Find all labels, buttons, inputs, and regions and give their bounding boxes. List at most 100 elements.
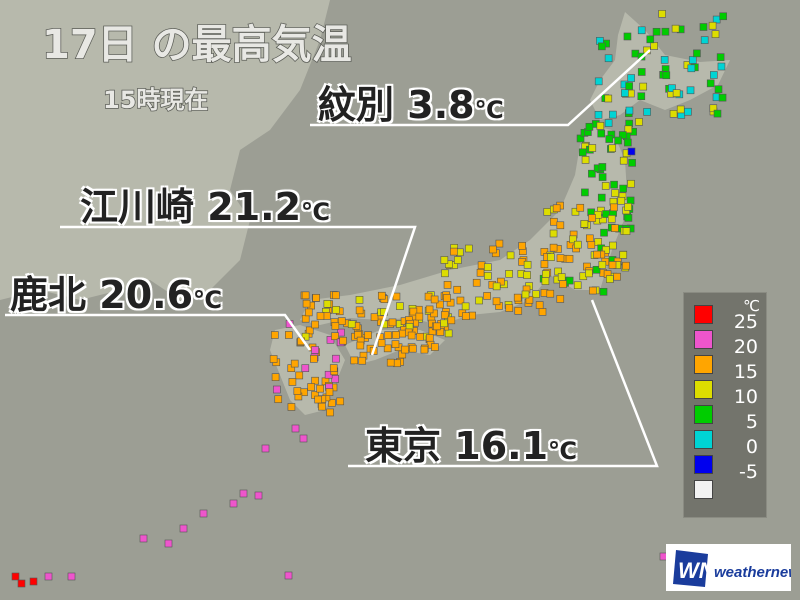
station-marker — [687, 64, 696, 73]
callout-place: 東京 — [365, 424, 442, 468]
station-marker — [284, 571, 293, 580]
station-marker — [604, 94, 613, 103]
station-marker — [322, 312, 331, 320]
station-marker — [445, 260, 453, 269]
station-marker — [295, 371, 304, 380]
callout-monbetsu: 紋別 3.8℃ — [318, 74, 504, 129]
legend-label: 10 — [733, 386, 758, 408]
station-marker — [623, 32, 632, 41]
station-marker — [714, 85, 723, 94]
station-marker — [441, 311, 449, 319]
station-marker — [594, 238, 602, 246]
station-marker — [436, 300, 444, 309]
station-marker — [484, 272, 492, 280]
station-marker — [476, 268, 485, 277]
station-marker — [671, 24, 680, 33]
station-marker — [610, 180, 618, 189]
station-marker — [401, 345, 409, 354]
station-marker — [538, 308, 547, 316]
station-marker — [383, 344, 392, 353]
station-marker — [355, 306, 364, 315]
station-marker — [454, 256, 462, 264]
station-marker — [416, 332, 424, 341]
station-marker — [447, 316, 456, 325]
station-marker — [601, 182, 610, 190]
station-marker — [598, 173, 607, 181]
station-marker — [495, 239, 504, 248]
station-marker — [337, 317, 346, 325]
legend-item: 25 — [694, 305, 764, 332]
station-marker — [261, 444, 270, 453]
station-marker — [565, 255, 574, 263]
station-marker — [521, 290, 530, 299]
station-marker — [425, 305, 434, 314]
station-marker — [430, 295, 439, 304]
station-marker — [350, 356, 359, 365]
station-marker — [547, 253, 555, 261]
station-marker — [307, 383, 315, 391]
station-marker — [254, 491, 263, 500]
station-marker — [646, 35, 655, 44]
station-marker — [433, 322, 441, 331]
station-marker — [290, 359, 299, 368]
station-marker — [617, 196, 626, 205]
legend-swatch — [694, 480, 713, 499]
station-marker — [576, 134, 585, 143]
callout-unit: ℃ — [193, 286, 223, 314]
station-marker — [607, 215, 616, 223]
station-marker — [229, 499, 238, 508]
legend-label: 20 — [733, 336, 758, 358]
honshu — [300, 125, 628, 325]
station-marker — [304, 308, 313, 317]
station-marker — [574, 240, 582, 249]
station-marker — [611, 224, 619, 232]
station-marker — [602, 210, 610, 218]
station-marker — [597, 193, 606, 202]
station-marker — [347, 320, 356, 329]
callout-value: 20.6 — [99, 273, 194, 317]
station-marker — [377, 339, 386, 347]
station-marker — [388, 318, 397, 327]
legend-item: 10 — [694, 380, 764, 407]
legend-label: 0 — [745, 436, 758, 458]
station-marker — [312, 294, 320, 302]
station-marker — [606, 275, 614, 283]
station-marker — [588, 144, 597, 152]
legend-label: 15 — [733, 361, 758, 383]
station-marker — [540, 260, 549, 268]
station-marker — [514, 307, 523, 315]
legend-swatch — [694, 405, 713, 424]
station-marker — [311, 346, 319, 354]
station-marker — [332, 306, 340, 314]
station-marker — [505, 304, 514, 312]
station-marker — [626, 196, 635, 205]
station-marker — [668, 84, 676, 93]
station-marker — [506, 251, 515, 260]
station-marker — [716, 53, 725, 61]
station-marker — [637, 26, 646, 35]
station-marker — [556, 295, 565, 303]
callout-unit: ℃ — [474, 96, 504, 124]
station-marker — [11, 572, 20, 581]
station-marker — [392, 292, 401, 301]
svg-text:weathernews: weathernews — [714, 564, 791, 581]
station-marker — [565, 276, 574, 285]
station-marker — [316, 384, 324, 393]
station-marker — [624, 214, 633, 222]
station-marker — [483, 292, 491, 300]
legend-swatch — [694, 330, 713, 349]
station-marker — [662, 71, 671, 80]
station-marker — [556, 254, 565, 262]
station-marker — [396, 302, 404, 310]
station-marker — [291, 424, 300, 433]
station-marker — [314, 395, 322, 404]
station-marker — [407, 331, 416, 340]
map-title: 17日 の最高気温 — [41, 21, 352, 69]
station-marker — [302, 299, 311, 308]
station-marker — [358, 356, 367, 365]
legend-item: 5 — [694, 405, 764, 432]
station-marker — [440, 256, 449, 264]
station-marker — [453, 285, 462, 294]
station-marker — [588, 169, 596, 178]
station-marker — [67, 572, 76, 581]
